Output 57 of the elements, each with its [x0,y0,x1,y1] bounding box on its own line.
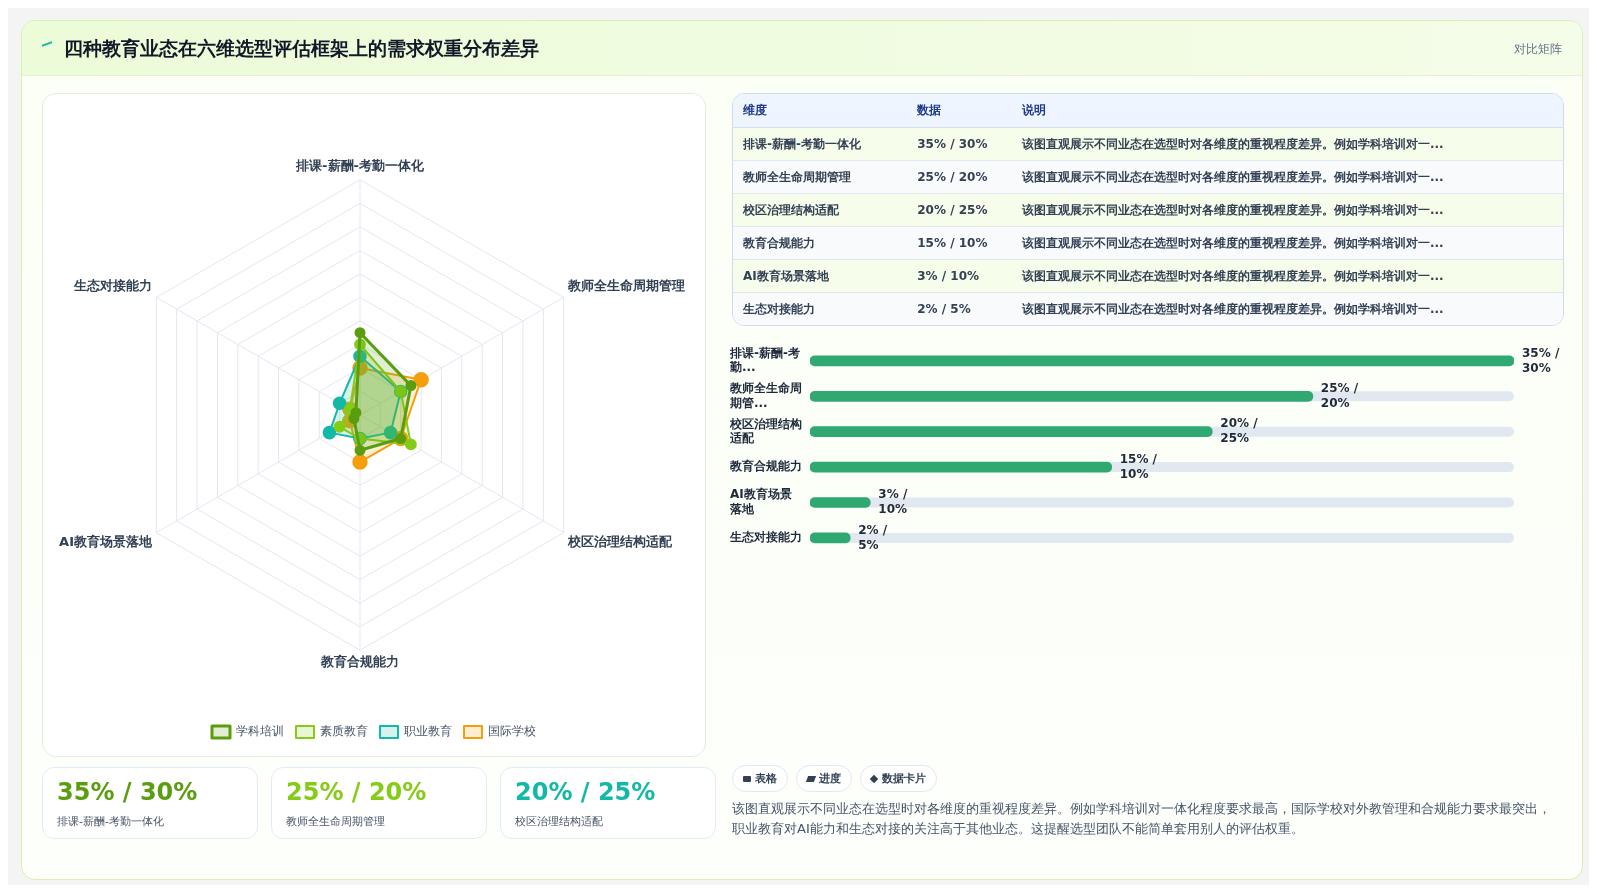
y-tick-label: 教育合规能力 [729,459,802,474]
y-tick-label: 校区治理结构适配 [729,416,802,446]
text: 该图直观展示不同业态在选型时对各维度的重视程度差异。例如学科培训对一... [1021,301,1444,316]
y-tick-label: 生态对接能力 [729,530,802,545]
data-label: 15% / 10% [1119,451,1158,481]
text: 排课-薪酬-考勤一体化 [743,136,861,151]
text: 该图直观展示不同业态在选型时对各维度的重视程度差异。例如学科培训对一体化程度要求最高，国际学校对外教管理和合规能力要求最突出，职业教育对AI能力和生态对接的关注高于其他业态。这提醒选型团队不能简单套用别人的评估权重。 [732,800,1552,838]
spoke-label: 校区治理结构适配 [567,534,673,550]
text: 2% / 5% [917,302,971,316]
bar [810,532,851,544]
text: 该图直观展示不同业态在选型时对各维度的重视程度差异。例如学科培训对一... [1021,169,1444,184]
data-label: 3% / 10% [878,487,908,517]
spoke-label: 教育合规能力 [320,654,399,670]
chart-title: 四种教育业态在六维选型评估框架上的需求权重分布差异 [64,36,539,61]
text: 教育合规能力 [743,235,815,250]
category-label: 教师全生命周期管理 [286,814,385,829]
text: 25% / 20% [286,778,427,806]
text: AI教育场景落地 [743,268,829,283]
data-label: 35% / 30% [1522,345,1560,375]
text: 20% / 25% [917,203,988,217]
text: 该图直观展示不同业态在选型时对各维度的重视程度差异。例如学科培训对一... [1021,136,1444,151]
text: 35% / 30% [917,137,988,151]
text: 数据卡片 [882,771,926,786]
text: 35% / 30% [57,778,198,806]
text: 20% / 25% [515,778,656,806]
spoke-label: 生态对接能力 [73,278,152,294]
legend-label: 国际学校 [488,724,536,739]
category-label: 说明 [1020,102,1047,119]
y-tick-label: 排课-薪酬-考勤... [729,345,800,375]
text: 该图直观展示不同业态在选型时对各维度的重视程度差异。例如学科培训对一... [1021,235,1444,250]
category-label: 校区治理结构适配 [515,814,603,829]
text: 进度 [819,771,841,786]
data-label: 2% / 5% [858,522,888,552]
text: 该图直观展示不同业态在选型时对各维度的重视程度差异。例如学科培训对一... [1021,268,1444,283]
spoke-label: 教师全生命周期管理 [567,278,685,294]
category-label: 排课-薪酬-考勤一体化 [57,814,164,829]
y-tick-label: 教师全生命周期管... [729,381,802,410]
legend-label: 素质教育 [320,724,368,739]
legend-label: 学科培训 [236,724,284,739]
text: 25% / 20% [917,170,988,184]
legend-label: 职业教育 [404,724,452,739]
category-label: 维度 [742,102,768,119]
data-label: 20% / 25% [1220,416,1259,446]
data-label: 25% / 20% [1320,380,1359,410]
text: 该图直观展示不同业态在选型时对各维度的重视程度差异。例如学科培训对一... [1021,202,1444,217]
text: 15% / 10% [917,236,988,250]
text: 表格 [755,771,777,786]
text: 生态对接能力 [743,301,815,316]
text: 校区治理结构适配 [743,202,839,217]
spoke-label: AI教育场景落地 [59,534,153,550]
category-label: 数据 [916,102,943,119]
spoke-label: 排课-薪酬-考勤一体化 [295,158,425,174]
text: 教师全生命周期管理 [743,169,851,184]
bar [810,497,871,508]
text: 对比矩阵 [1514,41,1562,58]
y-tick-label: AI教育场景落地 [729,487,792,516]
text: 3% / 10% [917,269,980,283]
